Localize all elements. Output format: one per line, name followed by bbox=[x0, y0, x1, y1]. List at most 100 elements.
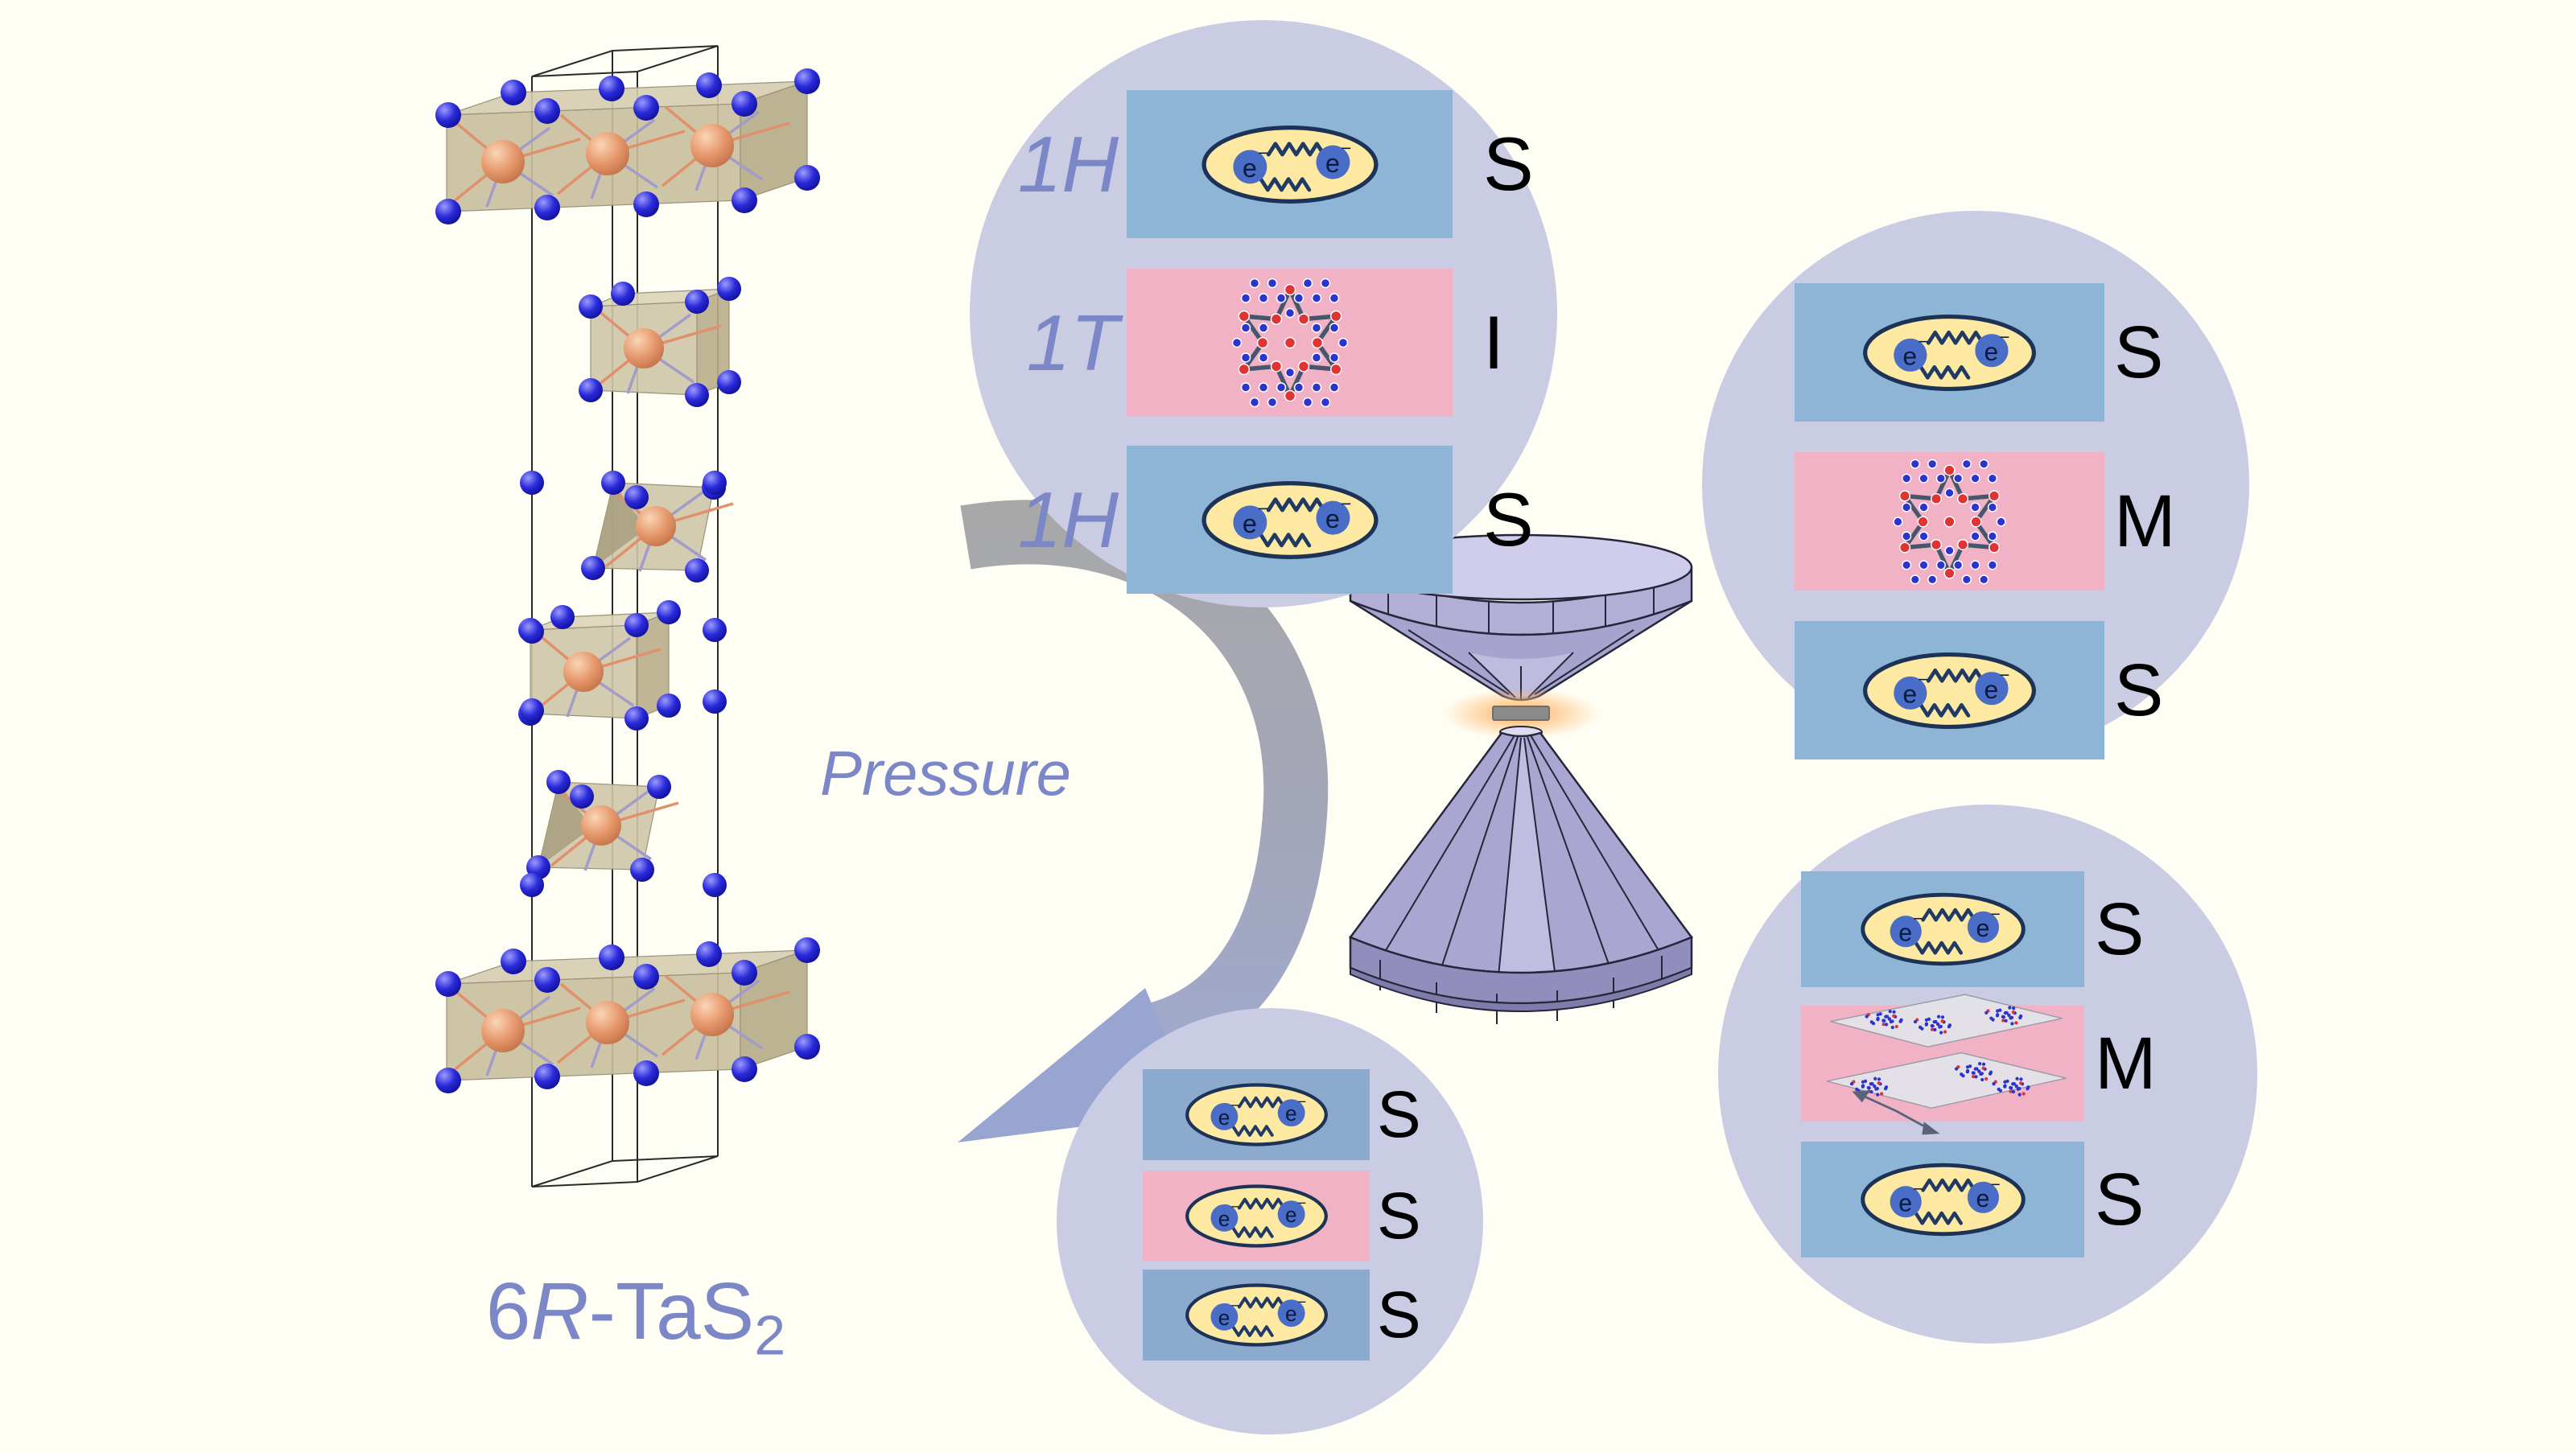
electron-symbol: e bbox=[1898, 1190, 1912, 1216]
sulfur-atom bbox=[550, 605, 575, 629]
phonon-wave-bottom bbox=[1230, 1125, 1274, 1137]
cooper-pair-graphic: e − e − bbox=[1859, 649, 2040, 732]
cdw-atom-blue bbox=[1302, 397, 1313, 408]
state-label-s: S bbox=[1377, 1179, 1421, 1253]
sulfur-atom bbox=[579, 378, 603, 402]
electron-left bbox=[1210, 1303, 1238, 1331]
electron-charge: − bbox=[1297, 1093, 1306, 1109]
cdw-domain-cluster bbox=[1992, 1076, 2030, 1097]
electron-left bbox=[1210, 1204, 1238, 1232]
ta-octahedron-tilted bbox=[526, 770, 679, 882]
cdw-atom-red bbox=[1284, 389, 1296, 402]
cooper-pair: e − e − bbox=[1201, 480, 1379, 559]
cooper-pair: e − e − bbox=[1185, 1083, 1328, 1146]
cdw-atom-blue bbox=[1919, 559, 1929, 570]
cdw-atom-blue bbox=[1902, 501, 1912, 512]
cdw-atom-blue bbox=[1987, 559, 1997, 570]
cdw-atom-blue bbox=[1910, 574, 1920, 584]
star-of-david-cdw-cluster bbox=[1231, 278, 1348, 408]
lower-plane bbox=[1826, 1052, 2067, 1109]
state-label-m: M bbox=[2114, 480, 2176, 562]
state-label-i: I bbox=[1483, 300, 1505, 385]
state-label-s: S bbox=[2114, 648, 2164, 731]
phonon-wave-top bbox=[1237, 1197, 1285, 1210]
sulfur-atom bbox=[732, 91, 757, 117]
electron-charge: − bbox=[1990, 1175, 2000, 1194]
cdw-atom-blue bbox=[1979, 459, 1989, 469]
formula-suffix: -TaS bbox=[588, 1266, 755, 1356]
electron-symbol: e bbox=[1284, 1203, 1296, 1227]
cdw-domain-planes bbox=[1826, 993, 2067, 1134]
cooper-pair: e − e − bbox=[1863, 314, 2036, 391]
polytype-label-1h-top: 1H bbox=[1017, 120, 1119, 208]
cooper-pair: e − e − bbox=[1185, 1283, 1328, 1347]
sulfur-atom bbox=[696, 72, 722, 98]
phonon-wave-bottom bbox=[1913, 941, 1963, 955]
electron-left bbox=[1890, 1186, 1922, 1218]
cdw-atom-blue bbox=[1902, 530, 1912, 541]
sulfur-atom bbox=[546, 770, 571, 794]
state-label-s: S bbox=[1483, 121, 1534, 206]
phonon-wave-top bbox=[1920, 908, 1976, 922]
cooper-pair: e − e − bbox=[1860, 1163, 2026, 1237]
cdw-atom-blue bbox=[1293, 293, 1304, 303]
sulfur-atom bbox=[611, 282, 635, 306]
cdw-atom-blue bbox=[1987, 501, 1997, 512]
electron-symbol: e bbox=[1218, 1306, 1230, 1330]
cdw-atom-blue bbox=[1944, 545, 1955, 555]
electron-left bbox=[1210, 1102, 1238, 1130]
phonon-wave-top bbox=[1266, 141, 1325, 156]
sulfur-atom bbox=[520, 698, 544, 722]
cdw-atom-blue bbox=[1329, 382, 1339, 393]
phase-circle-high-pressure: e − e − e − e − S M S bbox=[1718, 805, 2257, 1344]
sulfur-atom bbox=[581, 556, 605, 580]
cdw-atom-blue bbox=[1919, 501, 1929, 512]
diamond-anvil-cell-graphic bbox=[1349, 533, 1693, 1024]
tantalum-atom bbox=[581, 805, 621, 846]
crystal-render bbox=[435, 45, 820, 1188]
tantalum-atom bbox=[690, 124, 734, 167]
electron-left bbox=[1894, 338, 1927, 372]
cdw-atom-blue bbox=[1919, 530, 1929, 541]
sulfur-atom bbox=[633, 1060, 659, 1086]
electron-charge: − bbox=[1341, 493, 1351, 514]
tantalum-atom bbox=[481, 1009, 525, 1052]
sulfur-atom bbox=[717, 370, 741, 394]
sulfur-atom bbox=[624, 485, 649, 509]
sulfur-atom bbox=[685, 383, 709, 407]
cdw-atom-blue bbox=[1258, 382, 1268, 393]
phonon-wave-top bbox=[1926, 668, 1985, 683]
star-of-david-cdw-cluster bbox=[1893, 459, 2006, 584]
cdw-atom-red bbox=[1238, 363, 1250, 376]
sulfur-atom bbox=[703, 618, 727, 642]
electron-left bbox=[1890, 916, 1922, 948]
cdw-atom-red bbox=[1270, 313, 1282, 325]
tantalum-atom bbox=[624, 328, 664, 368]
ta-octahedron-tilted bbox=[581, 471, 734, 582]
sulfur-atom bbox=[703, 873, 727, 897]
electron-charge: − bbox=[1257, 497, 1267, 518]
electron-symbol: e bbox=[1985, 336, 1999, 365]
state-label-s: S bbox=[2095, 1158, 2145, 1241]
electron-charge: − bbox=[1913, 1179, 1923, 1199]
cdw-atom-blue bbox=[1970, 473, 1980, 484]
cdw-atom-blue bbox=[1987, 473, 1997, 484]
cdw-atom-blue bbox=[1302, 278, 1313, 289]
cdw-atom-blue bbox=[1944, 488, 1955, 498]
cdw-domain-cluster bbox=[1865, 1009, 1903, 1029]
polytype-label-1h-bottom: 1H bbox=[1017, 475, 1119, 564]
sulfur-atom bbox=[685, 558, 709, 582]
phonon-wave-bottom bbox=[1258, 176, 1311, 191]
cdw-atom-red bbox=[1297, 313, 1309, 325]
cdw-atom-red bbox=[1988, 541, 2001, 554]
phase-circle-moderate-pressure: e − e − e − e − S M S bbox=[1702, 211, 2249, 759]
phonon-wave-bottom bbox=[1919, 702, 1971, 718]
cdw-domain-cluster bbox=[1849, 1076, 1889, 1097]
cdw-atom-blue bbox=[1893, 516, 1903, 527]
cdw-atom-red bbox=[1956, 492, 1969, 504]
sulfur-atom bbox=[579, 294, 603, 319]
state-label-s: S bbox=[1483, 477, 1534, 562]
electron-charge: − bbox=[1918, 669, 1928, 689]
sulfur-atom bbox=[703, 689, 727, 714]
